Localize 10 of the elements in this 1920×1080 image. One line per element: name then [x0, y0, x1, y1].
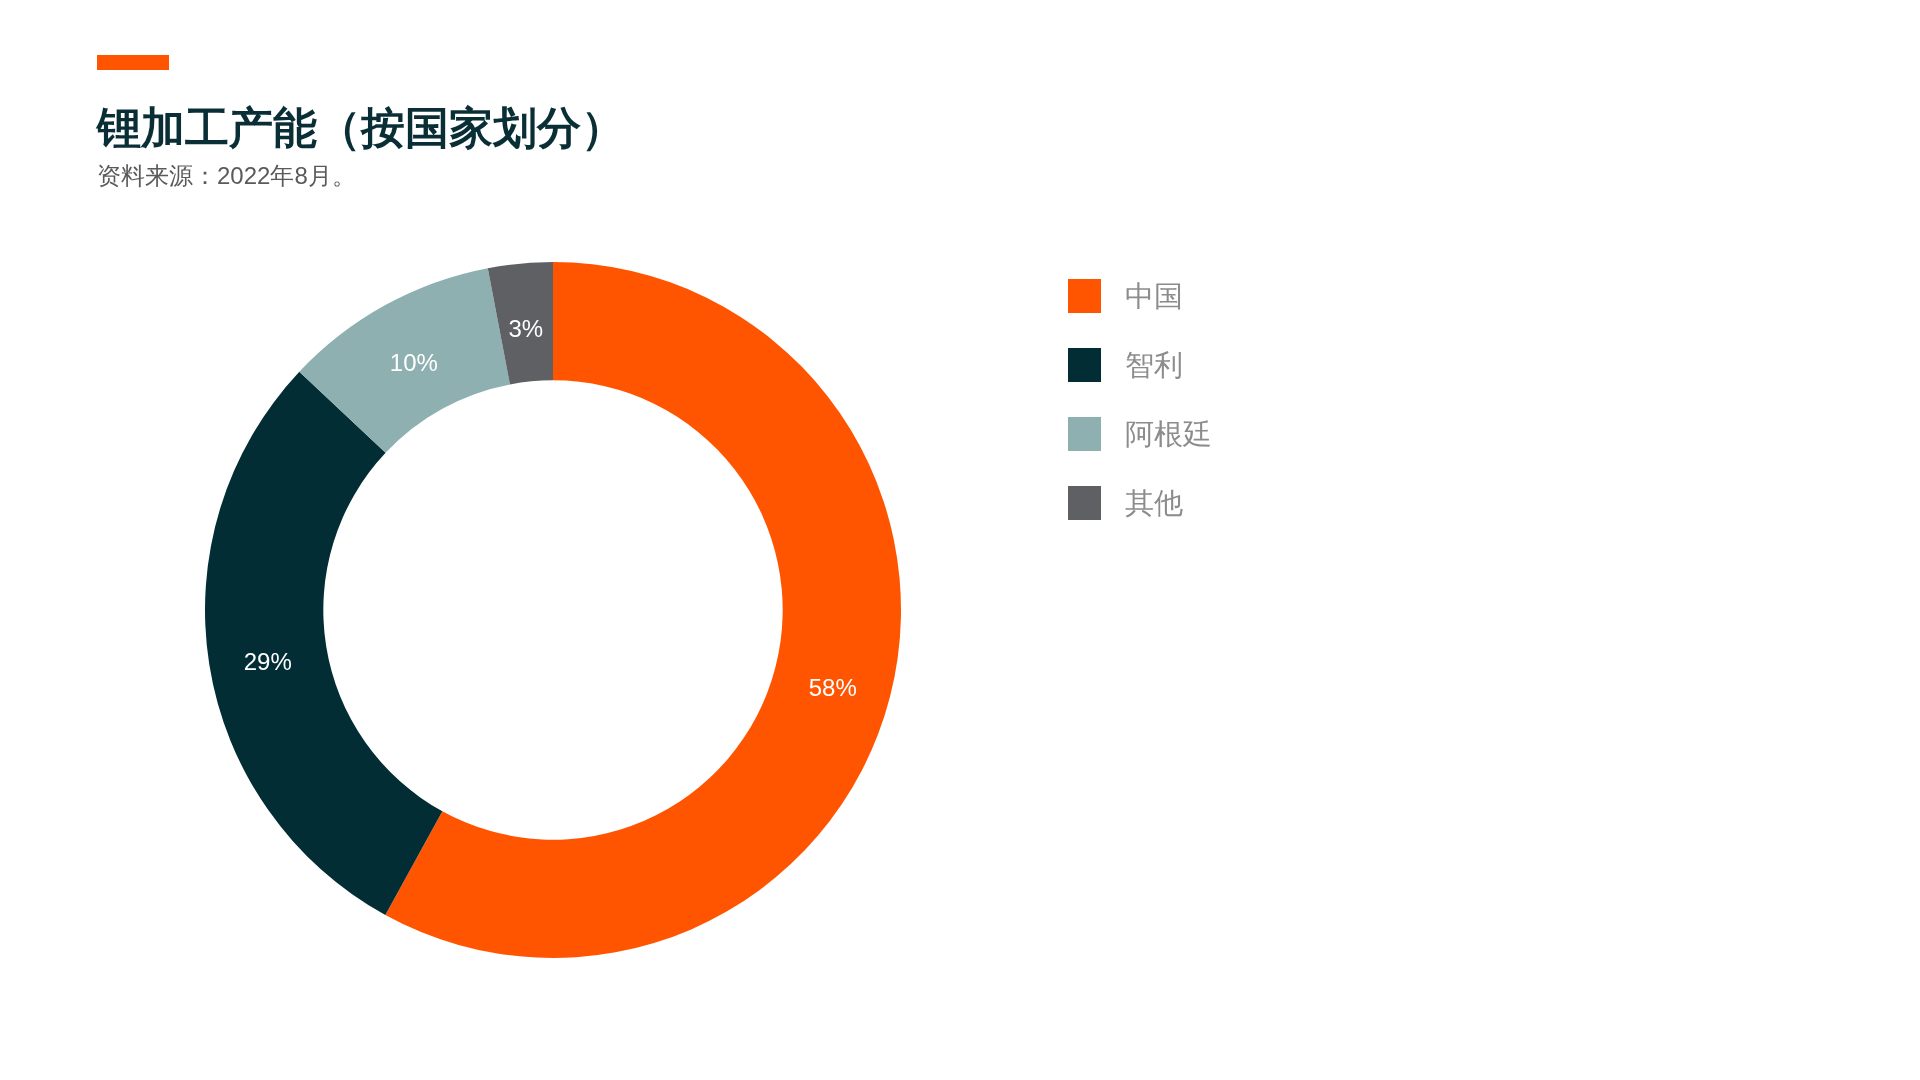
legend-label: 智利: [1125, 349, 1183, 381]
data-label: 29%: [243, 647, 292, 675]
data-label: 10%: [389, 349, 438, 377]
chart-title: 锂加工产能（按国家划分）: [95, 103, 625, 152]
legend-label: 阿根廷: [1125, 418, 1212, 450]
legend-label: 中国: [1125, 280, 1183, 312]
text: 资料来源：2022年8月。: [97, 162, 356, 189]
legend-label: 其他: [1125, 487, 1183, 519]
data-label: 58%: [808, 674, 857, 702]
data-label: 3%: [508, 314, 544, 342]
